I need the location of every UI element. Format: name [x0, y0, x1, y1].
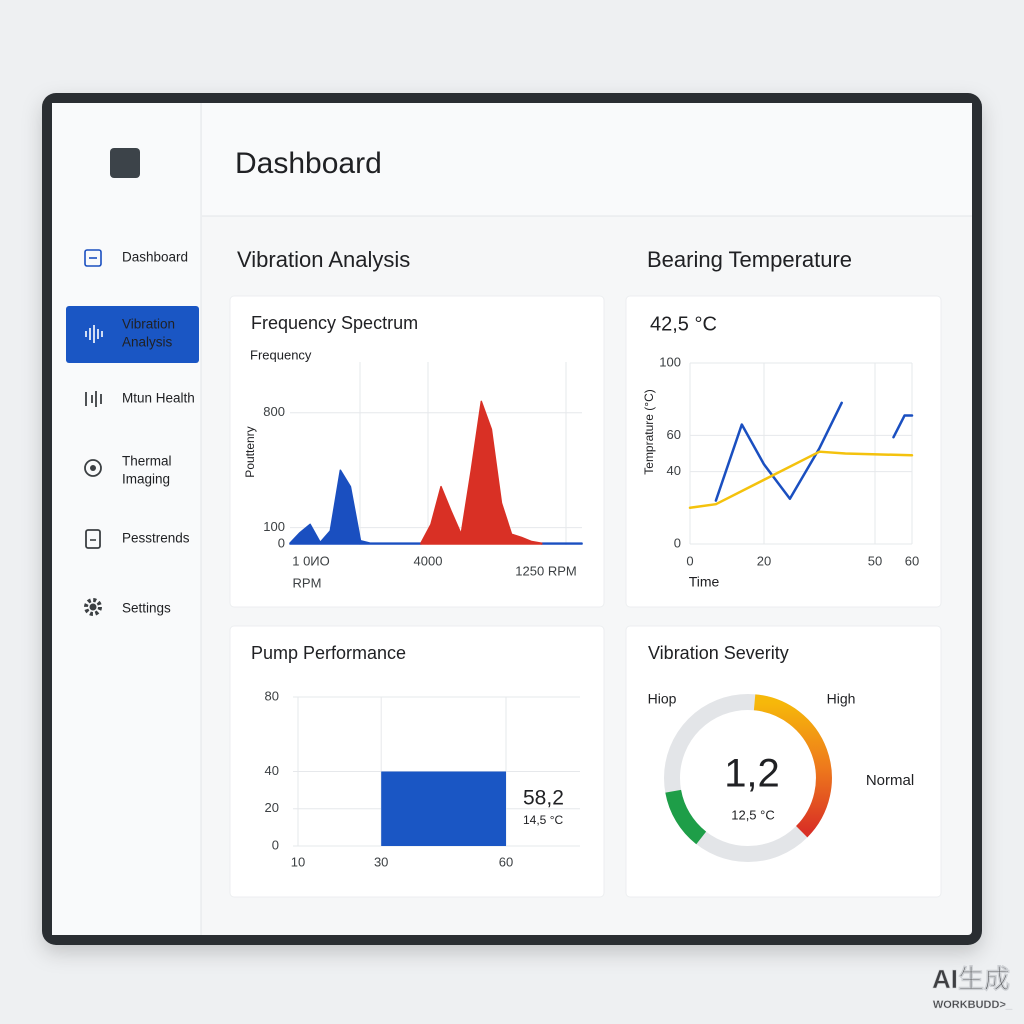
- card: [625, 295, 942, 608]
- x-tick-label: 1250 RPM: [515, 563, 576, 578]
- sidebar-item[interactable]: Pesstrends: [85, 529, 190, 549]
- y-tick-label: 60: [667, 427, 681, 442]
- x-tick-label: 60: [905, 553, 919, 568]
- sidebar-label: Imaging: [122, 472, 170, 487]
- x-tick-label: 4000: [414, 553, 443, 568]
- card: [625, 625, 942, 898]
- sidebar-label: Dashboard: [122, 250, 188, 265]
- x-tick-label: 20: [757, 553, 771, 568]
- annotation: 14,5 °C: [523, 813, 563, 827]
- axis-label: Pouttenry: [243, 426, 257, 477]
- y-tick-label: 40: [265, 763, 279, 778]
- icon: [84, 598, 102, 616]
- active-highlight: [66, 306, 199, 363]
- spectrum-area: [540, 542, 583, 545]
- temperature-line: [714, 401, 843, 502]
- temperature-line: [688, 450, 914, 510]
- y-tick-label: 0: [674, 535, 681, 550]
- section-title: Vibration Analysis: [237, 247, 410, 272]
- gauge-label: Normal: [866, 772, 914, 789]
- y-tick-label: 0: [278, 535, 285, 550]
- gauge-arc-high: [753, 694, 832, 838]
- icon: [84, 459, 102, 477]
- card-title: Pump Performance: [251, 643, 406, 663]
- section-title: Bearing Temperature: [647, 247, 852, 272]
- watermark: AI生成: [932, 964, 1010, 994]
- sidebar-item[interactable]: Vibration Analysis: [66, 306, 199, 363]
- icon: [85, 529, 101, 549]
- icon: [84, 249, 102, 267]
- y-tick-label: 80: [265, 688, 279, 703]
- axis-label: Temprature (°C): [642, 389, 656, 474]
- sidebar-item[interactable]: Settings: [84, 598, 171, 616]
- sidebar-label: Mtun Health: [122, 391, 195, 406]
- sidebar-item[interactable]: Thermal Imaging: [84, 454, 172, 487]
- card-title: Frequency Spectrum: [251, 313, 418, 333]
- annotation: 58,2: [523, 787, 564, 810]
- gauge-label: Hiop: [648, 691, 677, 707]
- sidebar-label: Pesstrends: [122, 531, 190, 546]
- icon: [89, 603, 97, 611]
- y-tick-label: 800: [263, 404, 285, 419]
- sidebar-item[interactable]: Dashboard: [84, 249, 188, 267]
- header: [202, 103, 972, 216]
- bar: [381, 771, 506, 846]
- x-tick-label: 60: [499, 854, 513, 869]
- y-tick-label: 40: [667, 463, 681, 478]
- gauge-sub-value: 12,5 °C: [731, 807, 775, 822]
- watermark: WORKBUDD>_: [933, 999, 1013, 1011]
- x-tick-label: 1 0ИО: [292, 553, 330, 568]
- card-title: Vibration Severity: [648, 643, 789, 663]
- x-tick-label: 30: [374, 854, 388, 869]
- temperature-value: 42,5 °C: [650, 313, 717, 335]
- spectrum-area: [289, 469, 422, 545]
- logo: [110, 148, 140, 178]
- sidebar-label: Vibration: [122, 317, 175, 332]
- axis-title: Frequency: [250, 347, 312, 362]
- spectrum-area: [420, 400, 543, 545]
- card: [229, 625, 605, 898]
- x-tick-label: 0: [686, 553, 693, 568]
- icon: [90, 465, 96, 471]
- x-tick-label: 10: [291, 854, 305, 869]
- y-tick-label: 100: [263, 519, 285, 534]
- y-tick-label: 20: [265, 800, 279, 815]
- gauge-value: 1,2: [724, 752, 780, 796]
- sidebar-menu: Dashboard Vibration Analysis Mtun Health The…: [66, 249, 199, 616]
- sidebar-label: Analysis: [122, 335, 173, 350]
- temperature-line: [892, 414, 914, 439]
- page-title: Dashboard: [235, 147, 382, 180]
- x-tick-label: 50: [868, 553, 882, 568]
- sidebar: [52, 103, 201, 935]
- gauge-arc-normal: [665, 789, 707, 845]
- axis-label: Time: [689, 574, 720, 590]
- y-tick-label: 0: [272, 837, 279, 852]
- sidebar-item[interactable]: Mtun Health: [85, 391, 195, 407]
- x-tick-label: RPM: [293, 575, 322, 590]
- y-tick-label: 100: [659, 354, 681, 369]
- sidebar-label: Thermal: [122, 454, 172, 469]
- sidebar-label: Settings: [122, 601, 171, 616]
- gauge-label: High: [827, 691, 856, 707]
